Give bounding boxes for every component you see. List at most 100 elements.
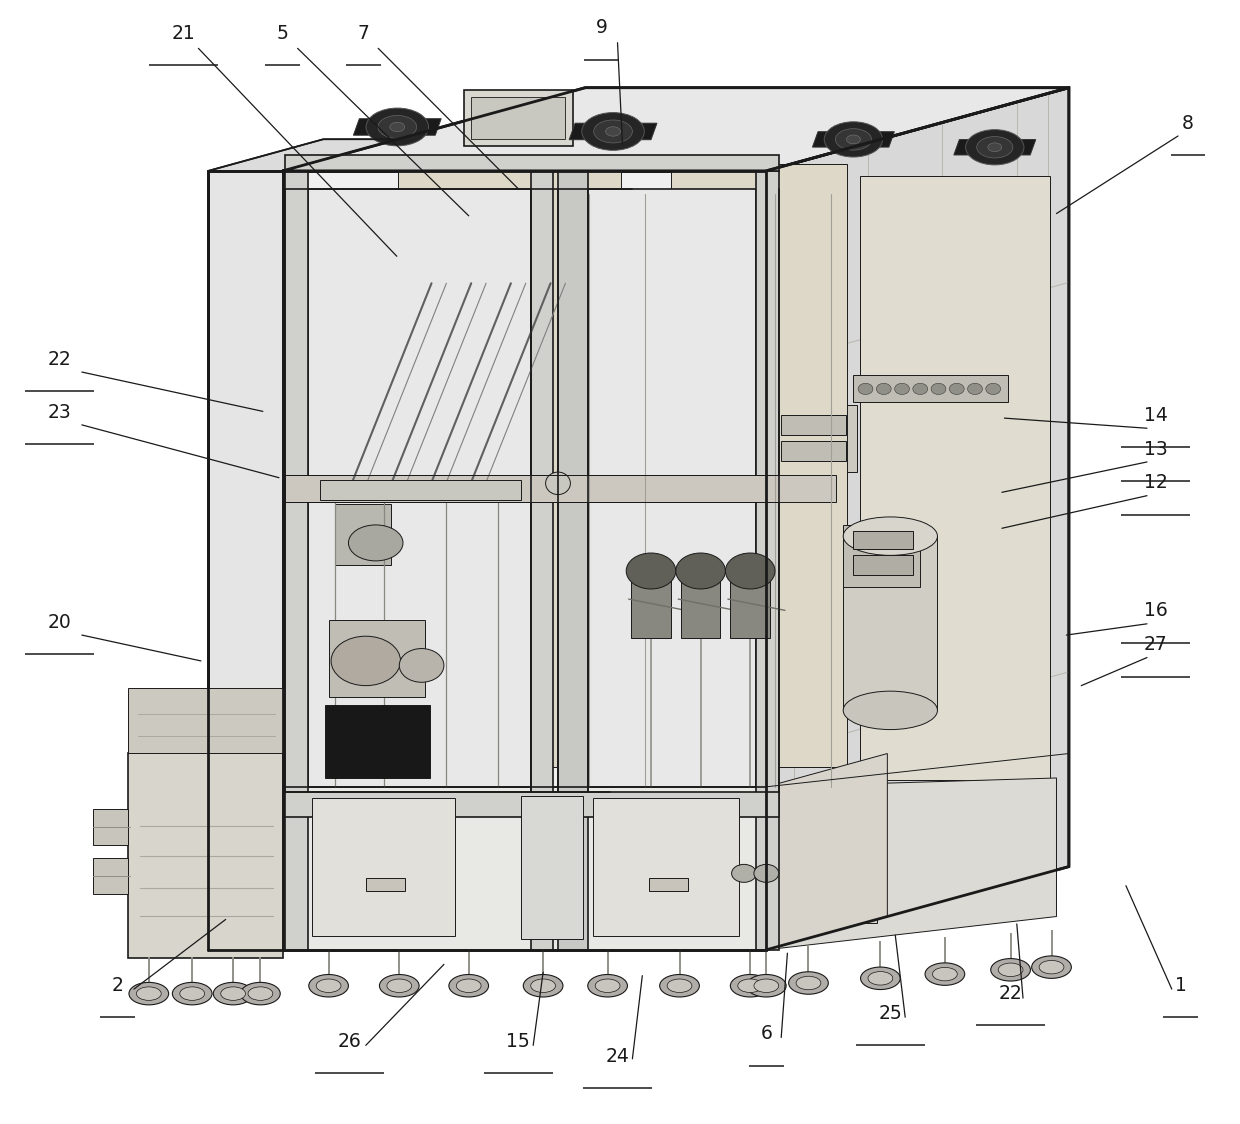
Ellipse shape [932, 968, 957, 981]
Ellipse shape [331, 636, 401, 686]
Polygon shape [208, 171, 283, 950]
Ellipse shape [248, 987, 273, 1000]
Text: 8: 8 [1182, 114, 1194, 133]
Ellipse shape [389, 123, 404, 132]
Ellipse shape [605, 127, 620, 136]
Text: 22: 22 [47, 350, 72, 369]
Ellipse shape [894, 383, 909, 395]
Ellipse shape [825, 121, 883, 157]
Text: 23: 23 [47, 402, 72, 422]
Bar [558, 171, 588, 950]
Bar [781, 441, 846, 461]
Bar [833, 853, 861, 878]
Polygon shape [766, 778, 1056, 950]
Polygon shape [954, 139, 1035, 155]
Ellipse shape [877, 383, 892, 395]
Bar [335, 504, 391, 565]
Ellipse shape [221, 987, 246, 1000]
Polygon shape [93, 858, 128, 894]
Bar [531, 171, 553, 950]
Bar [853, 555, 913, 575]
Ellipse shape [379, 975, 419, 997]
Ellipse shape [213, 982, 253, 1005]
Ellipse shape [387, 979, 412, 992]
Bar [781, 415, 846, 435]
Ellipse shape [449, 975, 489, 997]
Ellipse shape [588, 975, 627, 997]
Text: 6: 6 [760, 1024, 773, 1043]
Bar [853, 531, 913, 549]
Bar [128, 753, 283, 958]
Text: 27: 27 [1143, 635, 1168, 654]
Ellipse shape [523, 975, 563, 997]
Text: 26: 26 [337, 1032, 362, 1051]
Polygon shape [283, 171, 766, 950]
Bar [471, 97, 565, 139]
Polygon shape [766, 88, 1069, 950]
Ellipse shape [986, 383, 1001, 395]
Bar [285, 155, 779, 171]
Ellipse shape [977, 137, 1013, 158]
Bar [853, 375, 1008, 402]
Ellipse shape [725, 553, 775, 589]
Text: 14: 14 [1143, 406, 1168, 425]
Ellipse shape [967, 383, 982, 395]
Ellipse shape [847, 135, 861, 144]
Ellipse shape [348, 525, 403, 561]
Ellipse shape [861, 851, 883, 867]
Polygon shape [580, 189, 756, 792]
Ellipse shape [868, 971, 893, 985]
Text: 5: 5 [277, 24, 289, 43]
Text: 21: 21 [171, 24, 196, 43]
Ellipse shape [754, 864, 779, 882]
Ellipse shape [129, 982, 169, 1005]
Polygon shape [283, 88, 1069, 171]
Bar [366, 878, 405, 891]
Bar [325, 705, 430, 778]
Polygon shape [398, 164, 621, 768]
Bar [773, 405, 857, 472]
Ellipse shape [456, 979, 481, 992]
Ellipse shape [789, 972, 828, 995]
Polygon shape [308, 189, 531, 792]
Ellipse shape [1032, 955, 1071, 978]
Text: 22: 22 [998, 984, 1023, 1003]
Ellipse shape [843, 691, 937, 729]
Polygon shape [208, 139, 398, 171]
Polygon shape [93, 809, 128, 845]
Ellipse shape [667, 979, 692, 992]
Text: 25: 25 [878, 1004, 903, 1023]
Ellipse shape [676, 553, 725, 589]
Bar [681, 571, 720, 638]
Ellipse shape [754, 979, 779, 992]
Bar [320, 480, 521, 500]
Ellipse shape [950, 383, 965, 395]
Ellipse shape [843, 517, 937, 555]
Ellipse shape [746, 975, 786, 997]
Text: 9: 9 [595, 18, 608, 37]
Bar [593, 798, 739, 936]
Text: 24: 24 [605, 1046, 630, 1066]
Ellipse shape [399, 649, 444, 682]
Text: 13: 13 [1143, 439, 1168, 459]
Polygon shape [859, 176, 1050, 780]
Bar [285, 475, 836, 502]
Bar [285, 792, 779, 817]
Ellipse shape [913, 383, 928, 395]
Ellipse shape [991, 959, 1030, 981]
Ellipse shape [1039, 960, 1064, 973]
Ellipse shape [172, 982, 212, 1005]
Text: 20: 20 [47, 613, 72, 632]
Ellipse shape [531, 979, 556, 992]
Ellipse shape [998, 963, 1023, 977]
Text: 2: 2 [112, 976, 124, 995]
Ellipse shape [594, 120, 632, 143]
Ellipse shape [861, 967, 900, 989]
Bar [329, 620, 425, 697]
Polygon shape [283, 867, 1069, 950]
Bar [464, 90, 573, 146]
Ellipse shape [796, 977, 821, 990]
Bar [649, 878, 688, 891]
Ellipse shape [595, 979, 620, 992]
Ellipse shape [582, 112, 645, 151]
